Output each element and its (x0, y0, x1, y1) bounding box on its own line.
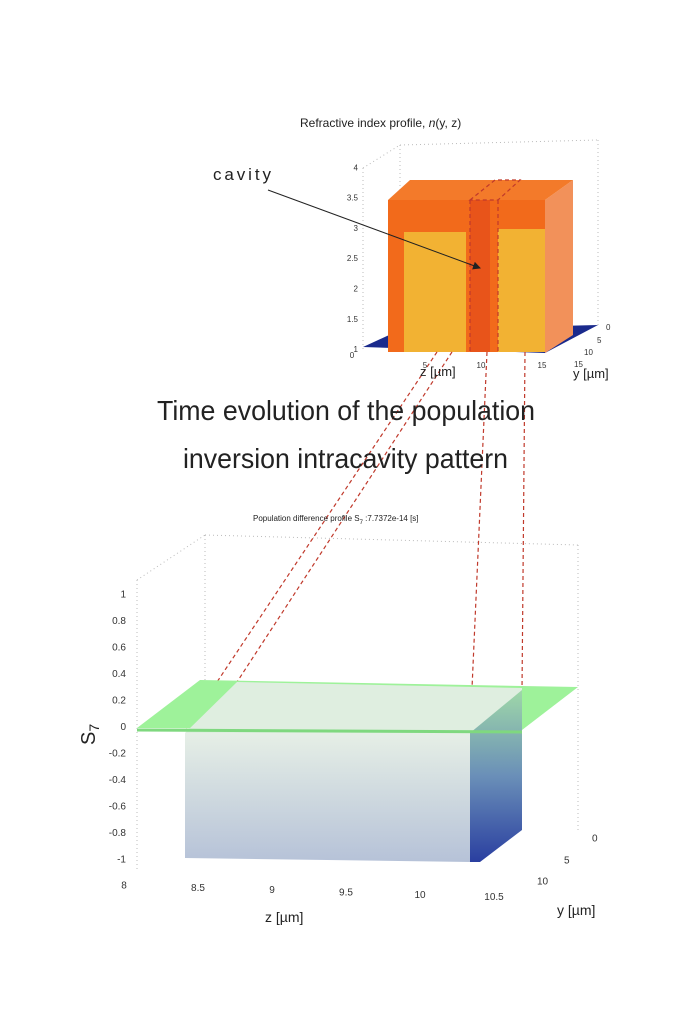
bottom-grid (136, 534, 579, 872)
box-front (185, 733, 470, 862)
tick-label: 0.8 (112, 616, 126, 627)
bottom-title: Population difference profile S7 :7.7372… (253, 514, 419, 526)
tick-label: 1 (120, 590, 126, 601)
layer-left (404, 232, 466, 352)
tick-label: 5 (564, 856, 570, 867)
tick-label: 2 (354, 285, 359, 294)
tick-label: 5 (423, 361, 428, 370)
tick-label: 2.5 (347, 254, 359, 263)
bottom-y-label: y [µm] (557, 902, 595, 918)
bottom-z-label: z [µm] (265, 909, 303, 925)
layer-right (498, 229, 545, 352)
tick-label: 8.5 (191, 883, 205, 894)
tick-label: 0 (606, 323, 611, 332)
block-side (545, 180, 573, 353)
tick-label: -0.2 (109, 749, 127, 760)
tick-label: 0.2 (112, 696, 126, 707)
tick-label: 9.5 (339, 888, 353, 899)
tick-label: 10 (477, 361, 486, 370)
heading-line: Time evolution of the population (157, 395, 535, 426)
tick-label: 3.5 (347, 194, 359, 203)
tick-label: 10 (414, 890, 426, 901)
block-top (388, 180, 573, 200)
tick-label: 10.5 (484, 892, 504, 903)
tick-label: 1.5 (347, 315, 359, 324)
tick-label: 3 (354, 224, 359, 233)
cavity-strip (470, 200, 490, 352)
top-title: Refractive index profile, n(y, z) (300, 116, 461, 130)
tick-label: 4 (354, 163, 359, 172)
tick-label: 0 (350, 351, 355, 360)
annotation-arrow (267, 189, 481, 270)
tick-label: -0.6 (109, 802, 127, 813)
tick-label: 15 (574, 360, 583, 369)
top-z-label: z [µm] (420, 364, 456, 379)
heading-line: inversion intracavity pattern (183, 443, 508, 474)
top-y-label: y [µm] (573, 366, 609, 381)
tick-label: 0 (120, 722, 126, 733)
tick-label: -0.4 (109, 775, 127, 786)
inner-wall (185, 682, 522, 733)
bottom-vertical-label: S7 (78, 724, 102, 745)
tick-label: 10 (537, 877, 549, 888)
tick-label: 10 (584, 348, 593, 357)
tick-label: 5 (597, 336, 602, 345)
tick-label: 1 (354, 345, 359, 354)
tick-label: -1 (117, 855, 126, 866)
tick-label: 0 (592, 834, 598, 845)
tick-label: 0.6 (112, 643, 126, 654)
plane-edge (136, 728, 523, 734)
tick-label: 0.4 (112, 669, 126, 680)
annotation: cavity (213, 165, 272, 184)
tick-label: 15 (538, 361, 547, 370)
connectors (184, 351, 526, 734)
tick-label: -0.8 (109, 828, 127, 839)
tick-label: 9 (269, 885, 275, 896)
cavity-outline (468, 179, 522, 201)
tick-label: 8 (121, 881, 127, 892)
